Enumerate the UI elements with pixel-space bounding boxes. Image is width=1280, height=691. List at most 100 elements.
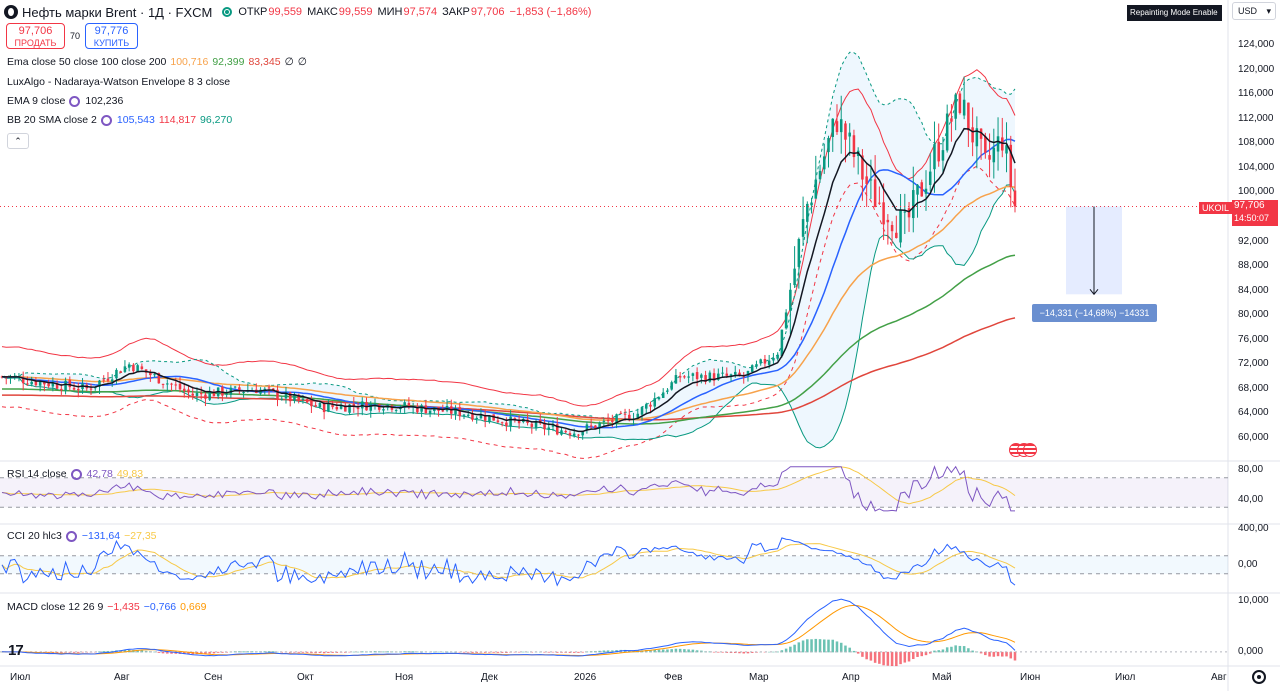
candle-body	[199, 393, 203, 395]
macd-histogram-bar	[611, 650, 614, 653]
candle-body	[568, 433, 572, 436]
candle-body	[814, 179, 818, 199]
candle-body	[708, 372, 712, 382]
legend-value: −0,766	[143, 601, 177, 613]
macd-histogram-bar	[793, 644, 796, 653]
legend-value: ∅	[284, 56, 294, 68]
currency-select[interactable]: USD	[1232, 2, 1276, 20]
candle-body	[382, 409, 385, 411]
candle-body	[572, 433, 576, 437]
candle-body	[907, 208, 911, 218]
macd-histogram-bar	[581, 651, 584, 653]
candle-body	[619, 412, 623, 414]
macd-histogram-bar	[458, 651, 462, 653]
macd-histogram-bar	[204, 651, 207, 654]
macd-histogram-bar	[382, 651, 385, 653]
candle-body	[1013, 190, 1017, 207]
candle-body	[912, 190, 915, 219]
legend-nadaraya-watson[interactable]: LuxAlgo - Nadaraya-Watson Envelope 8 3 c…	[7, 76, 234, 88]
candle-body	[992, 147, 996, 163]
symbol-header: Нефть марки Brent · 1Д · FXCM ОТКР 99,55…	[4, 3, 596, 21]
candle-body	[51, 382, 55, 387]
macd-histogram-bar	[657, 649, 661, 653]
candle-body	[500, 422, 504, 424]
macd-histogram-bar	[416, 651, 419, 653]
candle-body	[555, 424, 559, 435]
price-axis-label: 60,000	[1238, 432, 1269, 443]
rsi-ma-line	[1, 466, 1016, 505]
tradingview-logo[interactable]: 17	[8, 642, 24, 659]
legend-bollinger[interactable]: BB 20 SMA close 2 105,543 114,817 96,270	[7, 114, 236, 126]
indicator-settings-icon[interactable]	[100, 114, 112, 126]
legend-ema-multi[interactable]: Ema close 50 close 100 close 200 100,716…	[7, 56, 311, 68]
candle-body	[975, 128, 979, 147]
macd-histogram-bar	[933, 650, 936, 653]
legend-ema9[interactable]: EMA 9 close 102,236	[7, 95, 127, 107]
candle-body	[102, 379, 105, 381]
collapse-legend-button[interactable]: ⌃	[7, 133, 29, 149]
candle-body	[674, 375, 678, 384]
candle-body	[267, 387, 271, 389]
macd-histogram-bar	[293, 651, 296, 653]
macd-histogram-bar	[623, 649, 627, 653]
candle-body	[1001, 137, 1004, 151]
candle-body	[882, 202, 885, 225]
candle-body	[564, 431, 567, 433]
candle-body	[416, 406, 419, 413]
legend-value: −27,35	[124, 530, 157, 542]
candle-body	[793, 268, 796, 286]
candle-body	[458, 407, 462, 417]
symbol-title[interactable]: Нефть марки Brent · 1Д · FXCM	[22, 4, 213, 20]
legend-cci[interactable]: CCI 20 hlc3 −131,64 −27,35	[7, 530, 161, 542]
buy-button[interactable]: 97,776 КУПИТЬ	[85, 23, 138, 49]
candle-body	[293, 394, 296, 401]
candle-body	[140, 366, 144, 370]
candle-body	[623, 413, 627, 415]
time-axis-label: Май	[932, 672, 952, 683]
cci-ma-line	[1, 543, 1016, 579]
legend-macd[interactable]: MACD close 12 26 9 −1,435 −0,766 0,669	[7, 601, 210, 613]
candle-body	[344, 405, 347, 412]
candle-body	[746, 370, 750, 376]
macd-histogram-bar	[522, 651, 525, 653]
candle-body	[335, 407, 339, 410]
measure-tool-label[interactable]: −14,331 (−14,68%) −14331	[1032, 304, 1157, 322]
macd-histogram-bar	[199, 651, 203, 654]
macd-histogram-bar	[941, 649, 945, 653]
candle-body	[475, 417, 478, 419]
macd-histogram-bar	[988, 651, 991, 657]
candle-body	[577, 434, 580, 436]
legend-rsi[interactable]: RSI 14 close 42,78 49,83	[7, 468, 147, 480]
legend-name: LuxAlgo - Nadaraya-Watson Envelope 8 3 c…	[7, 76, 231, 88]
indicator-settings-icon[interactable]	[69, 95, 81, 107]
macd-histogram-bar	[314, 651, 317, 654]
macd-histogram-bar	[517, 651, 521, 653]
candle-body	[835, 121, 839, 133]
candle-body	[810, 202, 813, 206]
macd-histogram-bar	[683, 649, 686, 653]
macd-histogram-bar	[568, 651, 572, 653]
price-axis-label: 100,000	[1238, 186, 1275, 198]
candle-body	[899, 210, 902, 243]
macd-histogram-bar	[937, 650, 940, 653]
candle-body	[581, 431, 584, 436]
macd-histogram-bar	[187, 651, 190, 655]
cci-line	[1, 537, 1016, 587]
candle-body	[844, 123, 847, 140]
candle-body	[780, 329, 784, 357]
candle-body	[259, 389, 262, 394]
indicator-settings-icon[interactable]	[70, 468, 82, 480]
sell-button[interactable]: 97,706 ПРОДАТЬ	[6, 23, 65, 49]
gear-icon[interactable]	[1252, 670, 1266, 684]
economic-events-icon[interactable]	[1009, 443, 1037, 457]
candle-body	[615, 414, 618, 424]
macd-histogram-bar	[547, 651, 551, 653]
legend-value: 114,817	[158, 114, 197, 126]
macd-histogram-bar	[725, 651, 729, 653]
candle-body	[153, 374, 156, 376]
indicator-settings-icon[interactable]	[65, 530, 77, 542]
macd-histogram-bar	[437, 651, 440, 653]
candle-body	[170, 383, 173, 385]
